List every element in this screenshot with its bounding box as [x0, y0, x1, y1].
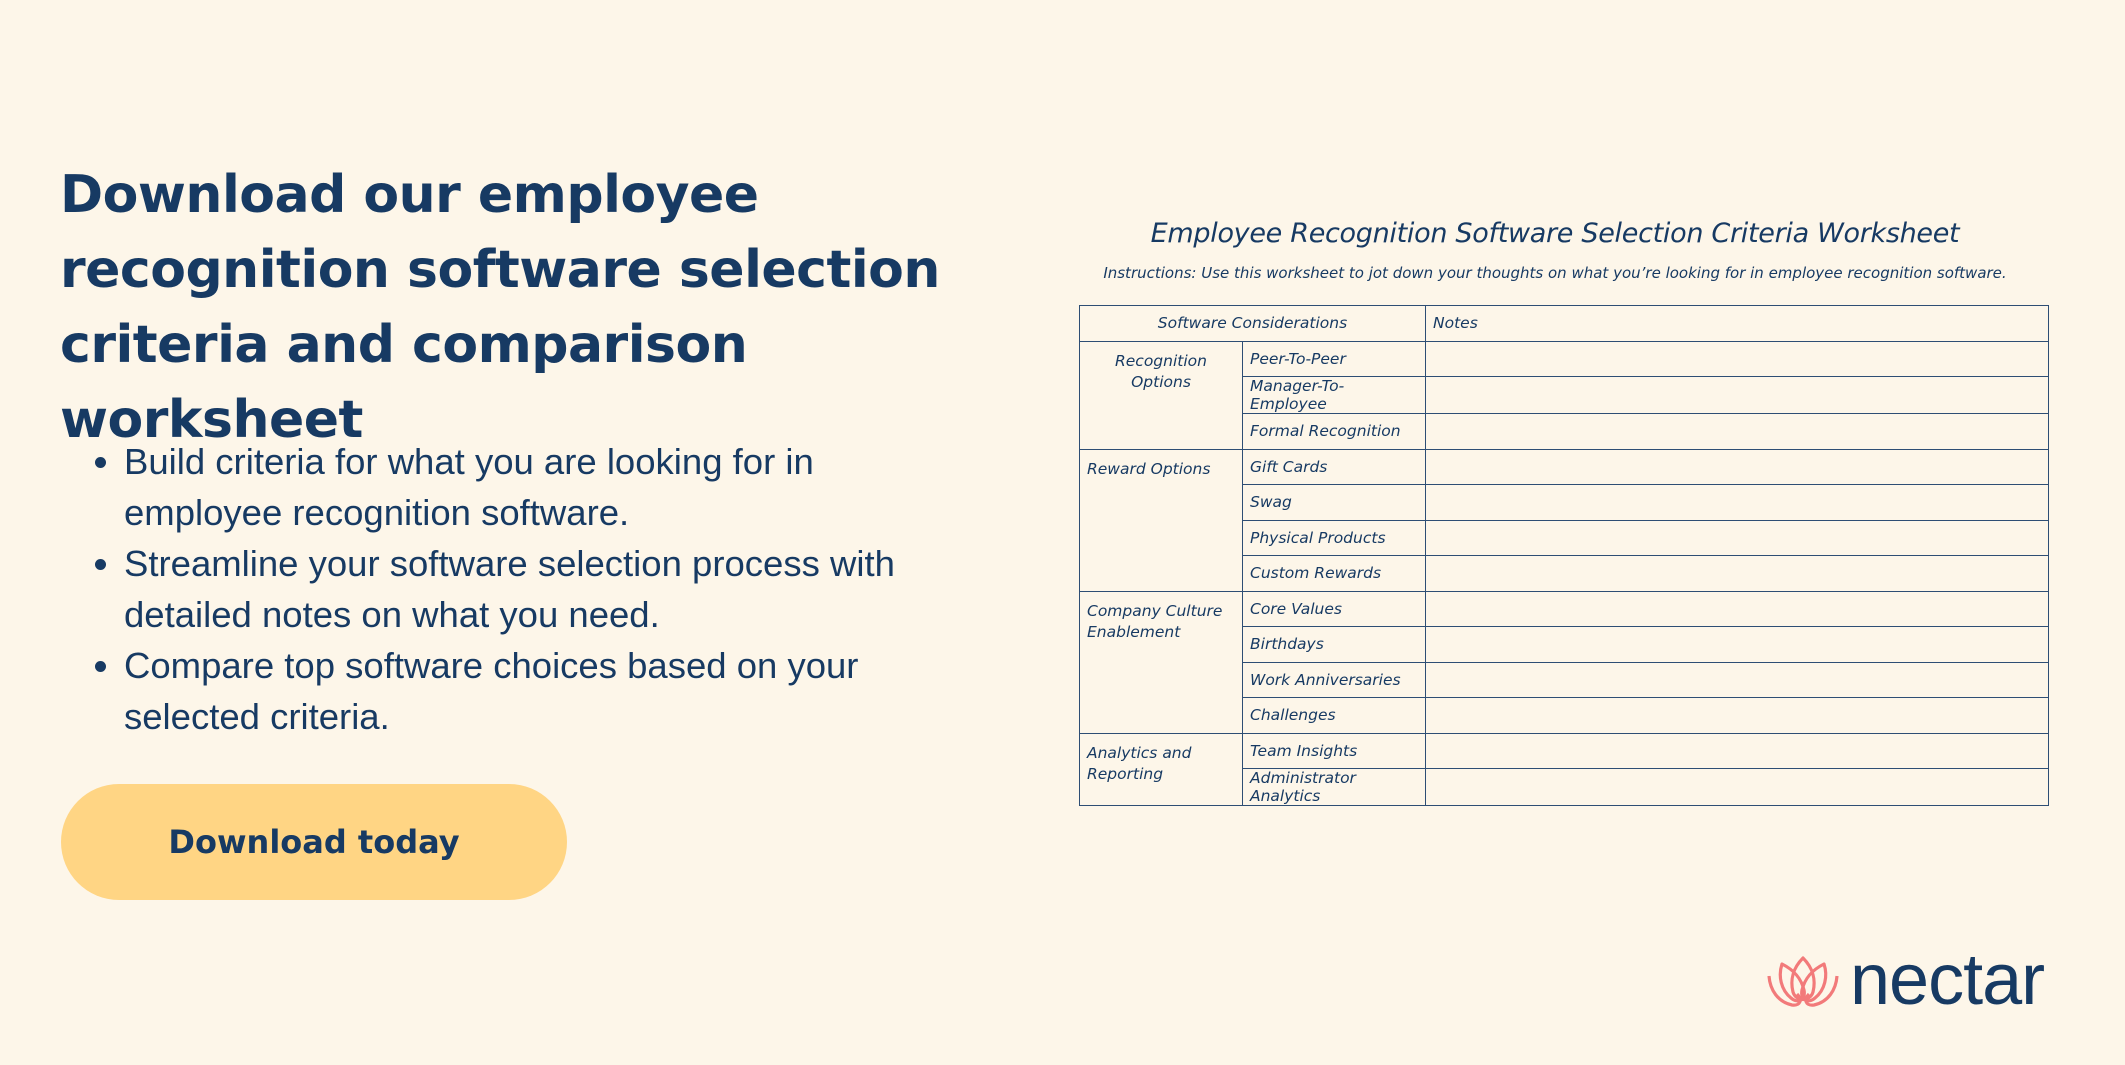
category-cell: Reward Options	[1079, 448, 1243, 592]
item-cell: Physical Products	[1242, 519, 1426, 556]
table-row: Custom Rewards	[1080, 555, 2049, 592]
item-cell: Birthdays	[1242, 626, 1426, 663]
item-cell: Gift Cards	[1242, 448, 1426, 485]
header-notes: Notes	[1425, 305, 2049, 342]
benefit-list: Build criteria for what you are looking …	[60, 436, 964, 742]
category-cell: Recognition Options	[1079, 340, 1243, 450]
item-cell: Core Values	[1242, 590, 1426, 627]
item-cell: Formal Recognition	[1242, 413, 1426, 450]
notes-cell[interactable]	[1425, 448, 2049, 485]
table-row: Physical Products	[1080, 519, 2049, 556]
item-cell: Manager-To-Employee	[1242, 376, 1426, 414]
notes-cell[interactable]	[1425, 768, 2049, 806]
notes-cell[interactable]	[1425, 555, 2049, 592]
notes-cell[interactable]	[1425, 661, 2049, 698]
notes-cell[interactable]	[1425, 484, 2049, 521]
notes-cell[interactable]	[1425, 413, 2049, 450]
benefit-item: Build criteria for what you are looking …	[124, 436, 964, 538]
worksheet-instructions: Instructions: Use this worksheet to jot …	[1103, 264, 2007, 282]
table-row: Swag	[1080, 484, 2049, 521]
item-cell: Custom Rewards	[1242, 555, 1426, 592]
table-header-row: Software Considerations Notes	[1079, 305, 2049, 342]
table-row: Company Culture Enablement Core Values	[1079, 590, 2049, 734]
table-row: Analytics and Reporting Team Insights	[1079, 732, 2049, 806]
notes-cell[interactable]	[1425, 519, 2049, 556]
logo-wordmark: nectar	[1850, 940, 2045, 1020]
worksheet-table: Software Considerations Notes Recognitio…	[1079, 305, 2049, 806]
item-cell: Administrator Analytics	[1242, 768, 1426, 806]
notes-cell[interactable]	[1425, 376, 2049, 414]
item-cell: Challenges	[1242, 697, 1426, 734]
page-headline: Download our employee recognition softwa…	[60, 165, 940, 450]
item-cell: Peer-To-Peer	[1242, 340, 1426, 377]
worksheet-title: Employee Recognition Software Selection …	[1150, 218, 1960, 249]
item-cell: Swag	[1242, 484, 1426, 521]
table-row: Reward Options Gift Cards	[1079, 448, 2049, 592]
table-row: Work Anniversaries	[1080, 661, 2049, 698]
category-cell: Company Culture Enablement	[1079, 590, 1243, 734]
table-row: Administrator Analytics	[1080, 768, 2049, 806]
item-cell: Work Anniversaries	[1242, 661, 1426, 698]
lotus-icon	[1767, 956, 1839, 1007]
notes-cell[interactable]	[1425, 697, 2049, 734]
notes-cell[interactable]	[1425, 340, 2049, 377]
table-row: Recognition Options Peer-To-Peer	[1079, 340, 2049, 450]
header-considerations: Software Considerations	[1079, 305, 1426, 342]
notes-cell[interactable]	[1425, 590, 2049, 627]
table-row: Formal Recognition	[1080, 413, 2049, 450]
item-cell: Team Insights	[1242, 732, 1426, 769]
download-button[interactable]: Download today	[61, 784, 567, 900]
table-row: Manager-To-Employee	[1080, 376, 2049, 414]
notes-cell[interactable]	[1425, 626, 2049, 663]
benefit-item: Streamline your software selection proce…	[124, 538, 964, 640]
table-row: Challenges	[1080, 697, 2049, 734]
notes-cell[interactable]	[1425, 732, 2049, 769]
category-cell: Analytics and Reporting	[1079, 732, 1243, 806]
benefit-item: Compare top software choices based on yo…	[124, 640, 964, 742]
nectar-logo[interactable]: nectar	[1766, 940, 2045, 1020]
